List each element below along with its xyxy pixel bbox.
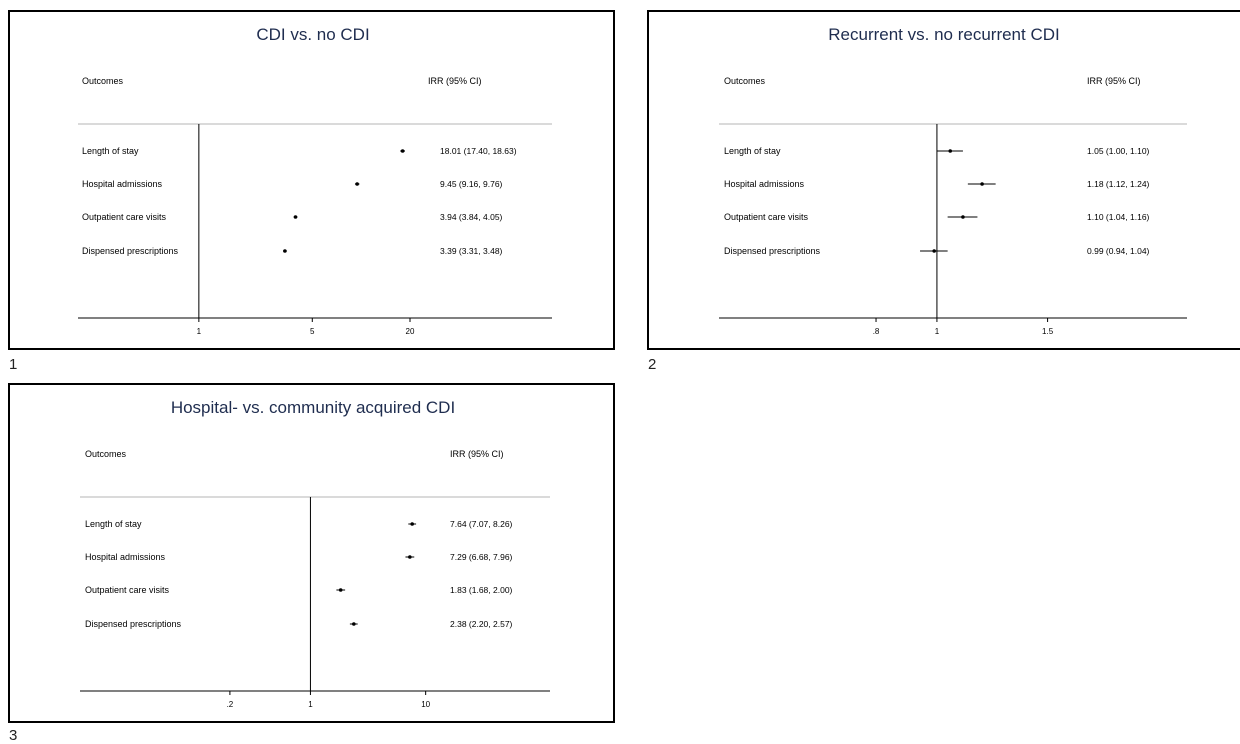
x-tick-label: 1 — [197, 327, 202, 336]
irr-value-label: 2.38 (2.20, 2.57) — [450, 619, 513, 629]
forest-plot-panel: Recurrent vs. no recurrent CDI Outcomes IR… — [647, 10, 1240, 350]
x-tick-label: 1.5 — [1042, 327, 1054, 336]
outcome-label: Dispensed prescriptions — [85, 619, 182, 629]
irr-value-label: 1.18 (1.12, 1.24) — [1087, 179, 1150, 189]
outcome-label: Hospital admissions — [82, 179, 163, 189]
column-header-outcomes: Outcomes — [724, 76, 766, 86]
outcome-label: Dispensed prescriptions — [724, 246, 821, 256]
forest-plot-panel: CDI vs. no CDI Outcomes IRR (95% CI) 1 5 20 Le… — [8, 10, 615, 350]
irr-value-label: 1.10 (1.04, 1.16) — [1087, 212, 1150, 222]
point-estimate — [932, 249, 936, 253]
outcome-label: Hospital admissions — [724, 179, 805, 189]
chart-title: Recurrent vs. no recurrent CDI — [828, 25, 1059, 44]
column-header-irr: IRR (95% CI) — [450, 449, 504, 459]
irr-value-label: 7.29 (6.68, 7.96) — [450, 552, 513, 562]
x-tick-label: .8 — [873, 327, 880, 336]
chart-title: CDI vs. no CDI — [256, 25, 369, 44]
panel-number: 3 — [9, 727, 18, 744]
irr-value-label: 0.99 (0.94, 1.04) — [1087, 246, 1150, 256]
chart-title: Hospital- vs. community acquired CDI — [171, 398, 455, 417]
irr-value-label: 9.45 (9.16, 9.76) — [440, 179, 503, 189]
point-estimate — [961, 215, 965, 219]
irr-value-label: 7.64 (7.07, 8.26) — [450, 519, 513, 529]
point-estimate — [980, 182, 984, 186]
point-estimate — [283, 249, 287, 253]
irr-value-label: 18.01 (17.40, 18.63) — [440, 146, 517, 156]
forest-plot-panel: Hospital- vs. community acquired CDI Outc… — [8, 383, 615, 723]
forest-plot-svg: Recurrent vs. no recurrent CDI Outcomes IR… — [719, 25, 1187, 336]
x-tick-label: 1 — [308, 700, 313, 709]
outcome-label: Length of stay — [85, 519, 142, 529]
point-estimate — [948, 149, 953, 153]
panel-number: 2 — [648, 356, 657, 373]
column-header-outcomes: Outcomes — [82, 76, 124, 86]
irr-value-label: 1.05 (1.00, 1.10) — [1087, 146, 1150, 156]
point-estimate — [338, 588, 343, 592]
outcome-label: Dispensed prescriptions — [82, 246, 179, 256]
forest-plot-svg: Hospital- vs. community acquired CDI Outc… — [80, 398, 550, 709]
outcome-label: Length of stay — [82, 146, 139, 156]
column-header-irr: IRR (95% CI) — [1087, 76, 1141, 86]
column-header-outcomes: Outcomes — [85, 449, 127, 459]
column-header-irr: IRR (95% CI) — [428, 76, 482, 86]
outcome-label: Outpatient care visits — [82, 212, 167, 222]
point-estimate — [293, 215, 298, 219]
irr-value-label: 3.39 (3.31, 3.48) — [440, 246, 503, 256]
irr-value-label: 1.83 (1.68, 2.00) — [450, 585, 513, 595]
panel-number: 1 — [9, 356, 18, 373]
outcome-label: Outpatient care visits — [85, 585, 170, 595]
forest-plot-svg: CDI vs. no CDI Outcomes IRR (95% CI) 1 5 20 Le… — [78, 25, 552, 336]
x-tick-label: 5 — [310, 327, 315, 336]
x-tick-label: .2 — [227, 700, 234, 709]
outcome-label: Outpatient care visits — [724, 212, 809, 222]
x-tick-label: 10 — [421, 700, 430, 709]
point-estimate — [352, 622, 356, 626]
outcome-label: Length of stay — [724, 146, 781, 156]
x-tick-label: 1 — [935, 327, 940, 336]
point-estimate — [410, 522, 414, 526]
irr-value-label: 3.94 (3.84, 4.05) — [440, 212, 503, 222]
point-estimate — [400, 149, 405, 153]
point-estimate — [408, 555, 412, 559]
point-estimate — [355, 182, 359, 186]
x-tick-label: 20 — [406, 327, 415, 336]
outcome-label: Hospital admissions — [85, 552, 166, 562]
